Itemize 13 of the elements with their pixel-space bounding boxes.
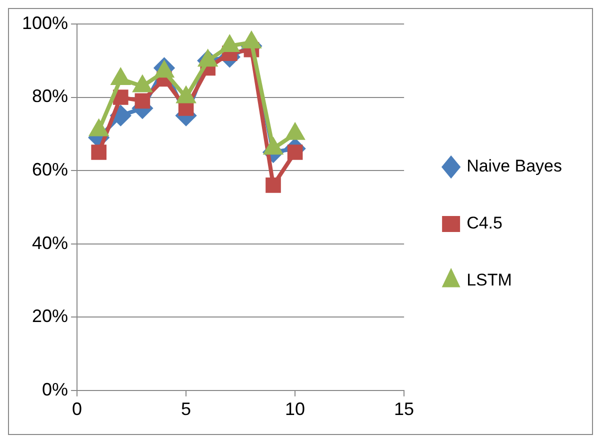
legend-label: Naive Bayes bbox=[466, 156, 562, 176]
x-tick-label: 5 bbox=[181, 399, 192, 420]
x-tick-label: 0 bbox=[72, 399, 82, 420]
y-tick-label: 40% bbox=[32, 232, 68, 253]
x-tick-label: 15 bbox=[394, 399, 414, 420]
legend-label: C4.5 bbox=[466, 214, 502, 233]
x-tick-label: 10 bbox=[285, 399, 306, 420]
legend-label: LSTM bbox=[466, 270, 512, 290]
y-tick-label: 80% bbox=[32, 86, 68, 106]
y-tick-label: 100% bbox=[22, 12, 68, 33]
y-tick-label: 60% bbox=[32, 160, 68, 180]
y-tick-label: 20% bbox=[32, 306, 68, 326]
y-tick-label: 0% bbox=[42, 379, 68, 400]
